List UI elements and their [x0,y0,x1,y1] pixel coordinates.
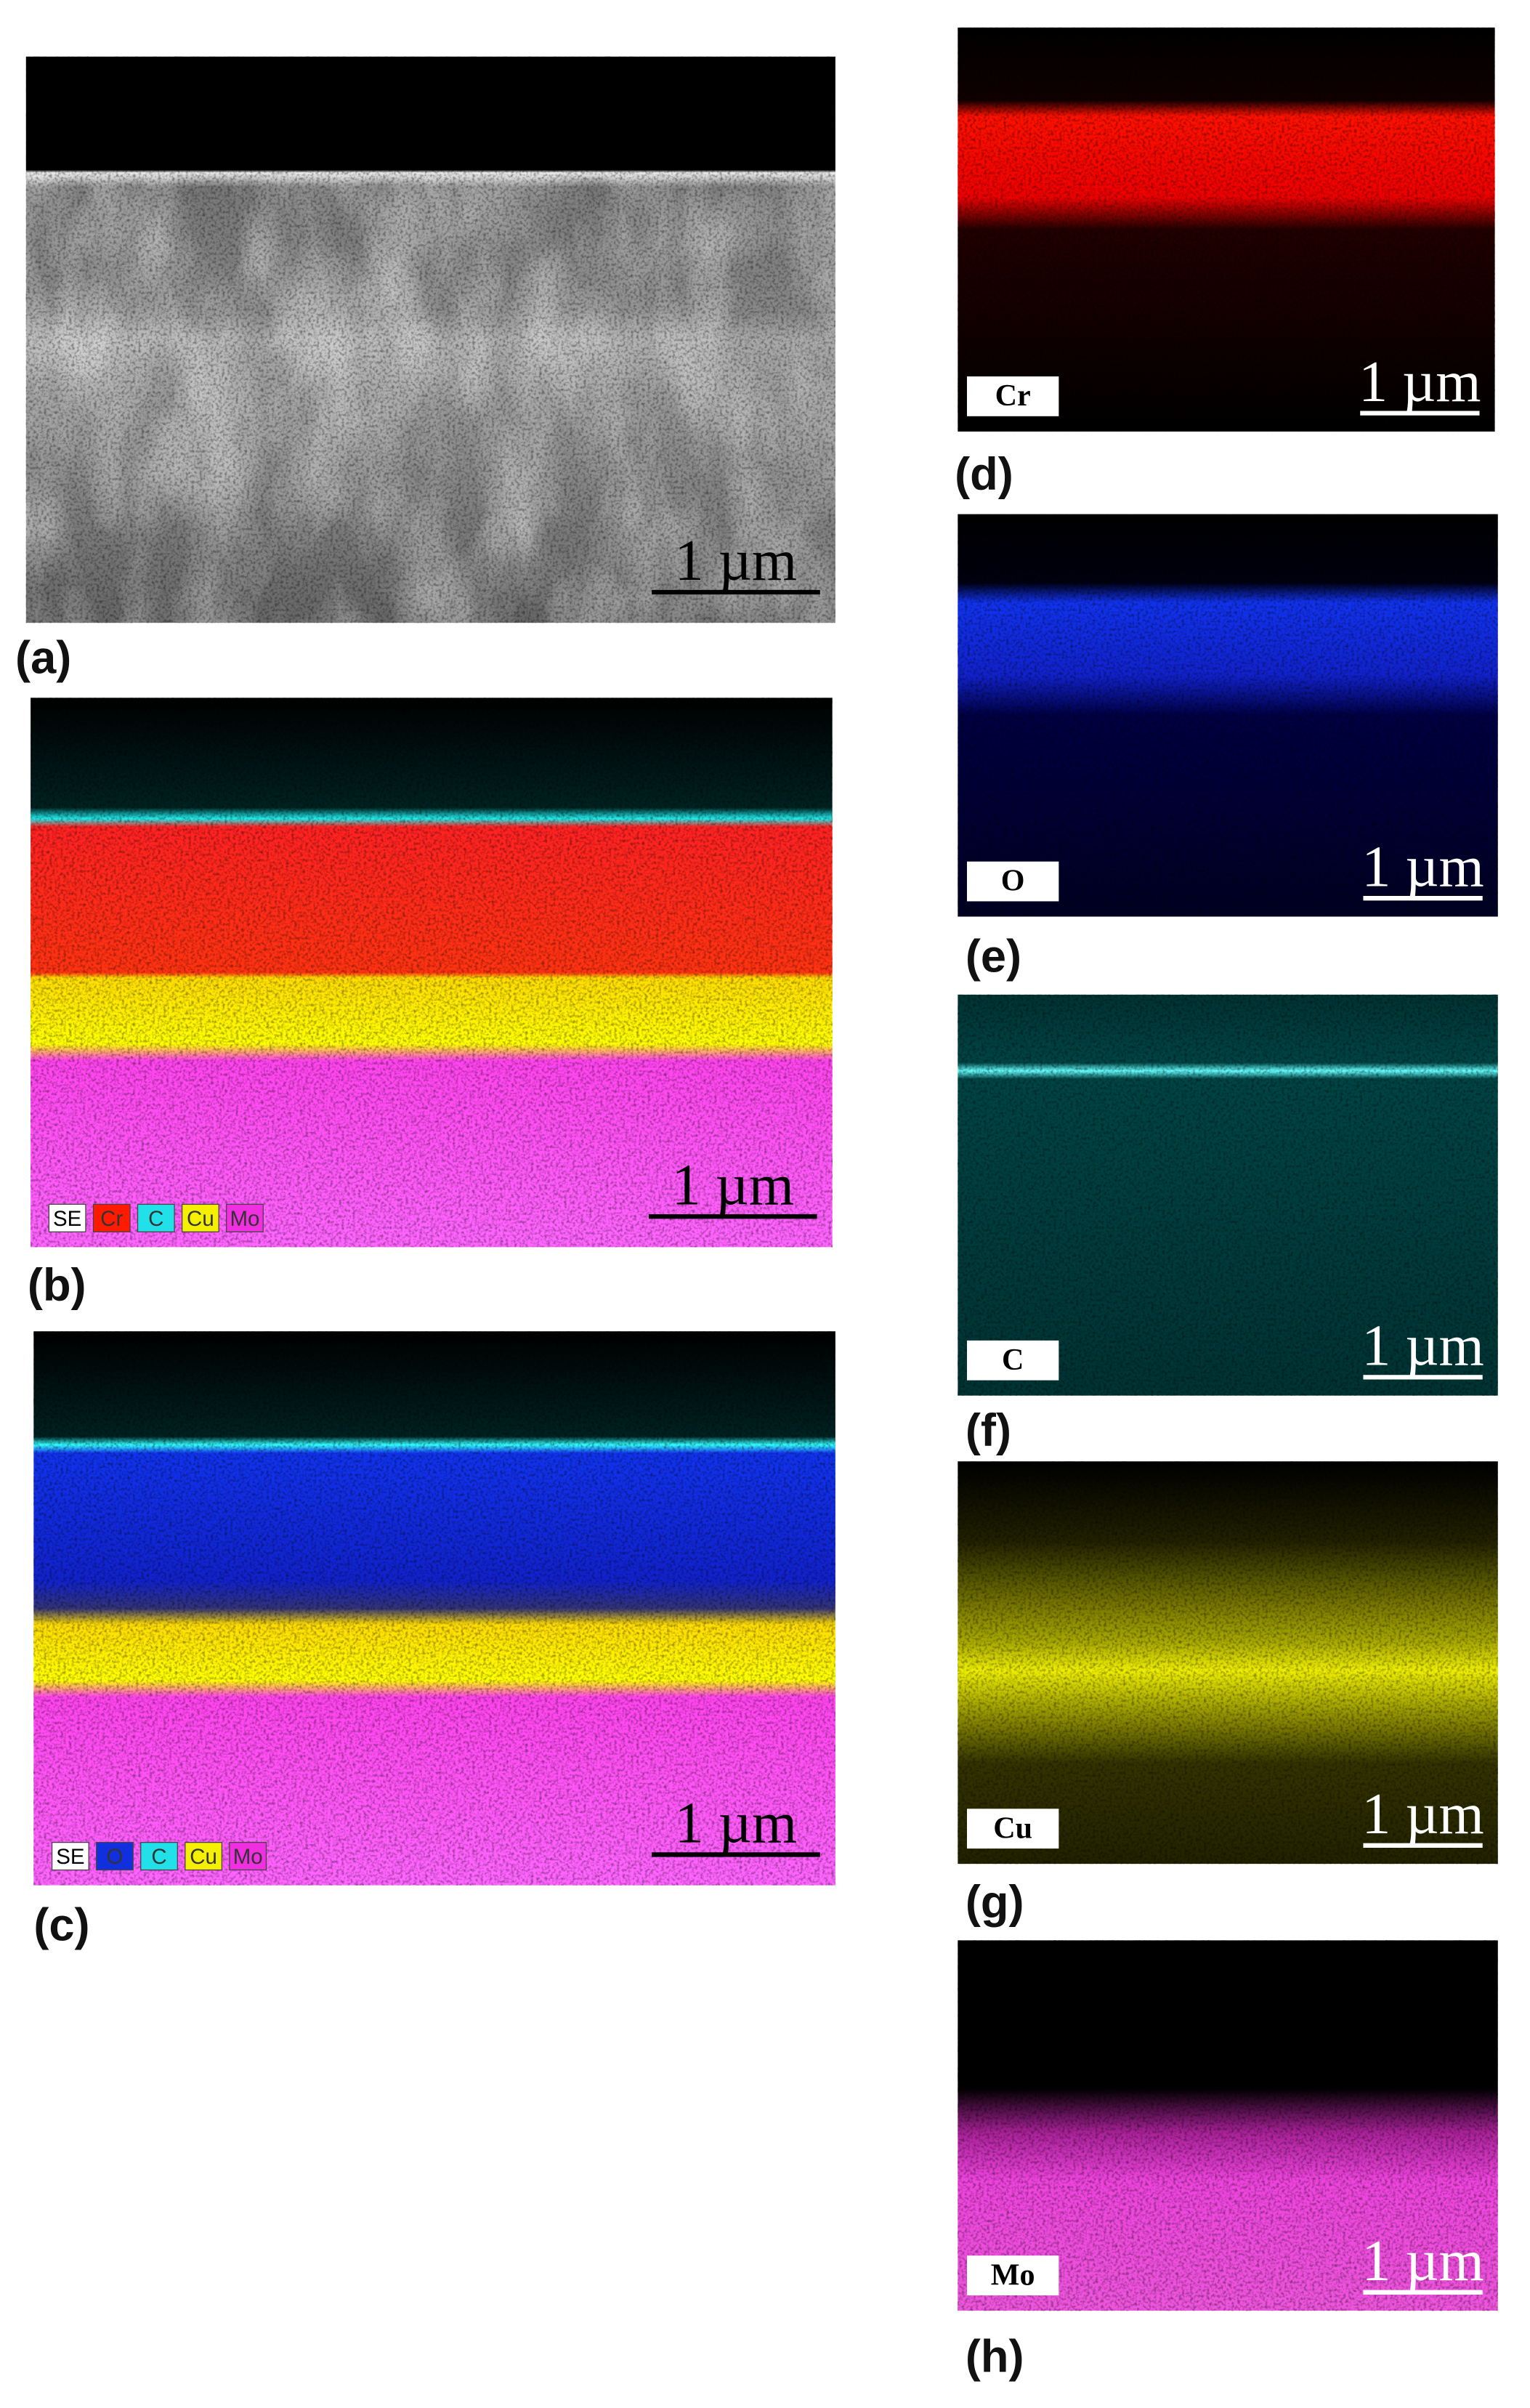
legend-label: Mo [233,1845,263,1869]
legend-swatch [181,1203,219,1232]
element-tag-box [966,2255,1059,2295]
grain [958,1461,1498,1864]
grain [958,27,1495,432]
panel-label: (c) [33,1899,89,1950]
panel-label: (d) [955,449,1013,500]
panel-label: (b) [28,1260,86,1311]
element-tag: O [1001,864,1025,898]
scale-bar-label: 1 µm [672,1153,794,1217]
panel: 1 µm SE Cr C Cu Mo (b) [28,698,833,1311]
legend-label: SE [53,1207,81,1231]
scale-bar-label: 1 µm [675,1792,797,1856]
scale-bar-label: 1 µm [1359,350,1481,414]
scale-bar-label: 1 µm [675,529,797,593]
panel: 1 µm Cr (d) [955,27,1495,500]
panel: 1 µm O (e) [958,514,1498,982]
legend-swatch [185,1841,223,1871]
element-tag-box [966,1340,1059,1381]
scale-bar-label: 1 µm [1361,2229,1484,2293]
legend-swatch [226,1203,264,1232]
grain [25,56,835,623]
legend-label: C [151,1845,166,1869]
legend-swatch [48,1203,86,1232]
grain [958,994,1498,1396]
legend-swatch [137,1203,175,1232]
element-tag: Cr [995,379,1031,413]
grain [958,1940,1498,2311]
scale-bar-label: 1 µm [1361,1314,1484,1378]
panel: 1 µm C (f) [958,994,1498,1456]
element-tag: Cu [993,1811,1032,1845]
legend-swatch [51,1841,89,1871]
panel: 1 µm (a) [15,56,835,684]
legend-swatch [140,1841,178,1871]
panel-label: (h) [966,2331,1024,2382]
panel: 1 µm Mo (h) [958,1940,1498,2382]
panel-label: (g) [966,1877,1024,1928]
scale-bar-label: 1 µm [1361,835,1484,899]
panel-label: (a) [15,633,71,684]
panel: 1 µm SE O C Cu Mo (c) [33,1331,835,1950]
legend-label: Cu [190,1845,217,1869]
element-tag: C [1002,1343,1024,1377]
legend-label: SE [56,1845,84,1869]
element-tag-box [966,861,1059,902]
legend-label: O [106,1845,123,1869]
legend-label: C [148,1207,163,1231]
element-tag: Mo [991,2258,1035,2292]
grain [33,1331,835,1886]
legend-swatch [229,1841,267,1871]
legend-label: Mo [230,1207,259,1231]
panel-label: (e) [966,931,1021,982]
grain [958,514,1498,917]
legend-label: Cu [187,1207,214,1231]
panel-label: (f) [966,1405,1011,1456]
legend-label: Cr [100,1207,123,1231]
panel: 1 µm Cu (g) [958,1461,1498,1928]
legend-swatch [92,1203,131,1232]
grain [31,698,833,1248]
element-tag-box [966,376,1059,416]
scale-bar-label: 1 µm [1361,1782,1484,1846]
element-tag-box [966,1809,1059,1849]
legend-swatch [96,1841,134,1871]
